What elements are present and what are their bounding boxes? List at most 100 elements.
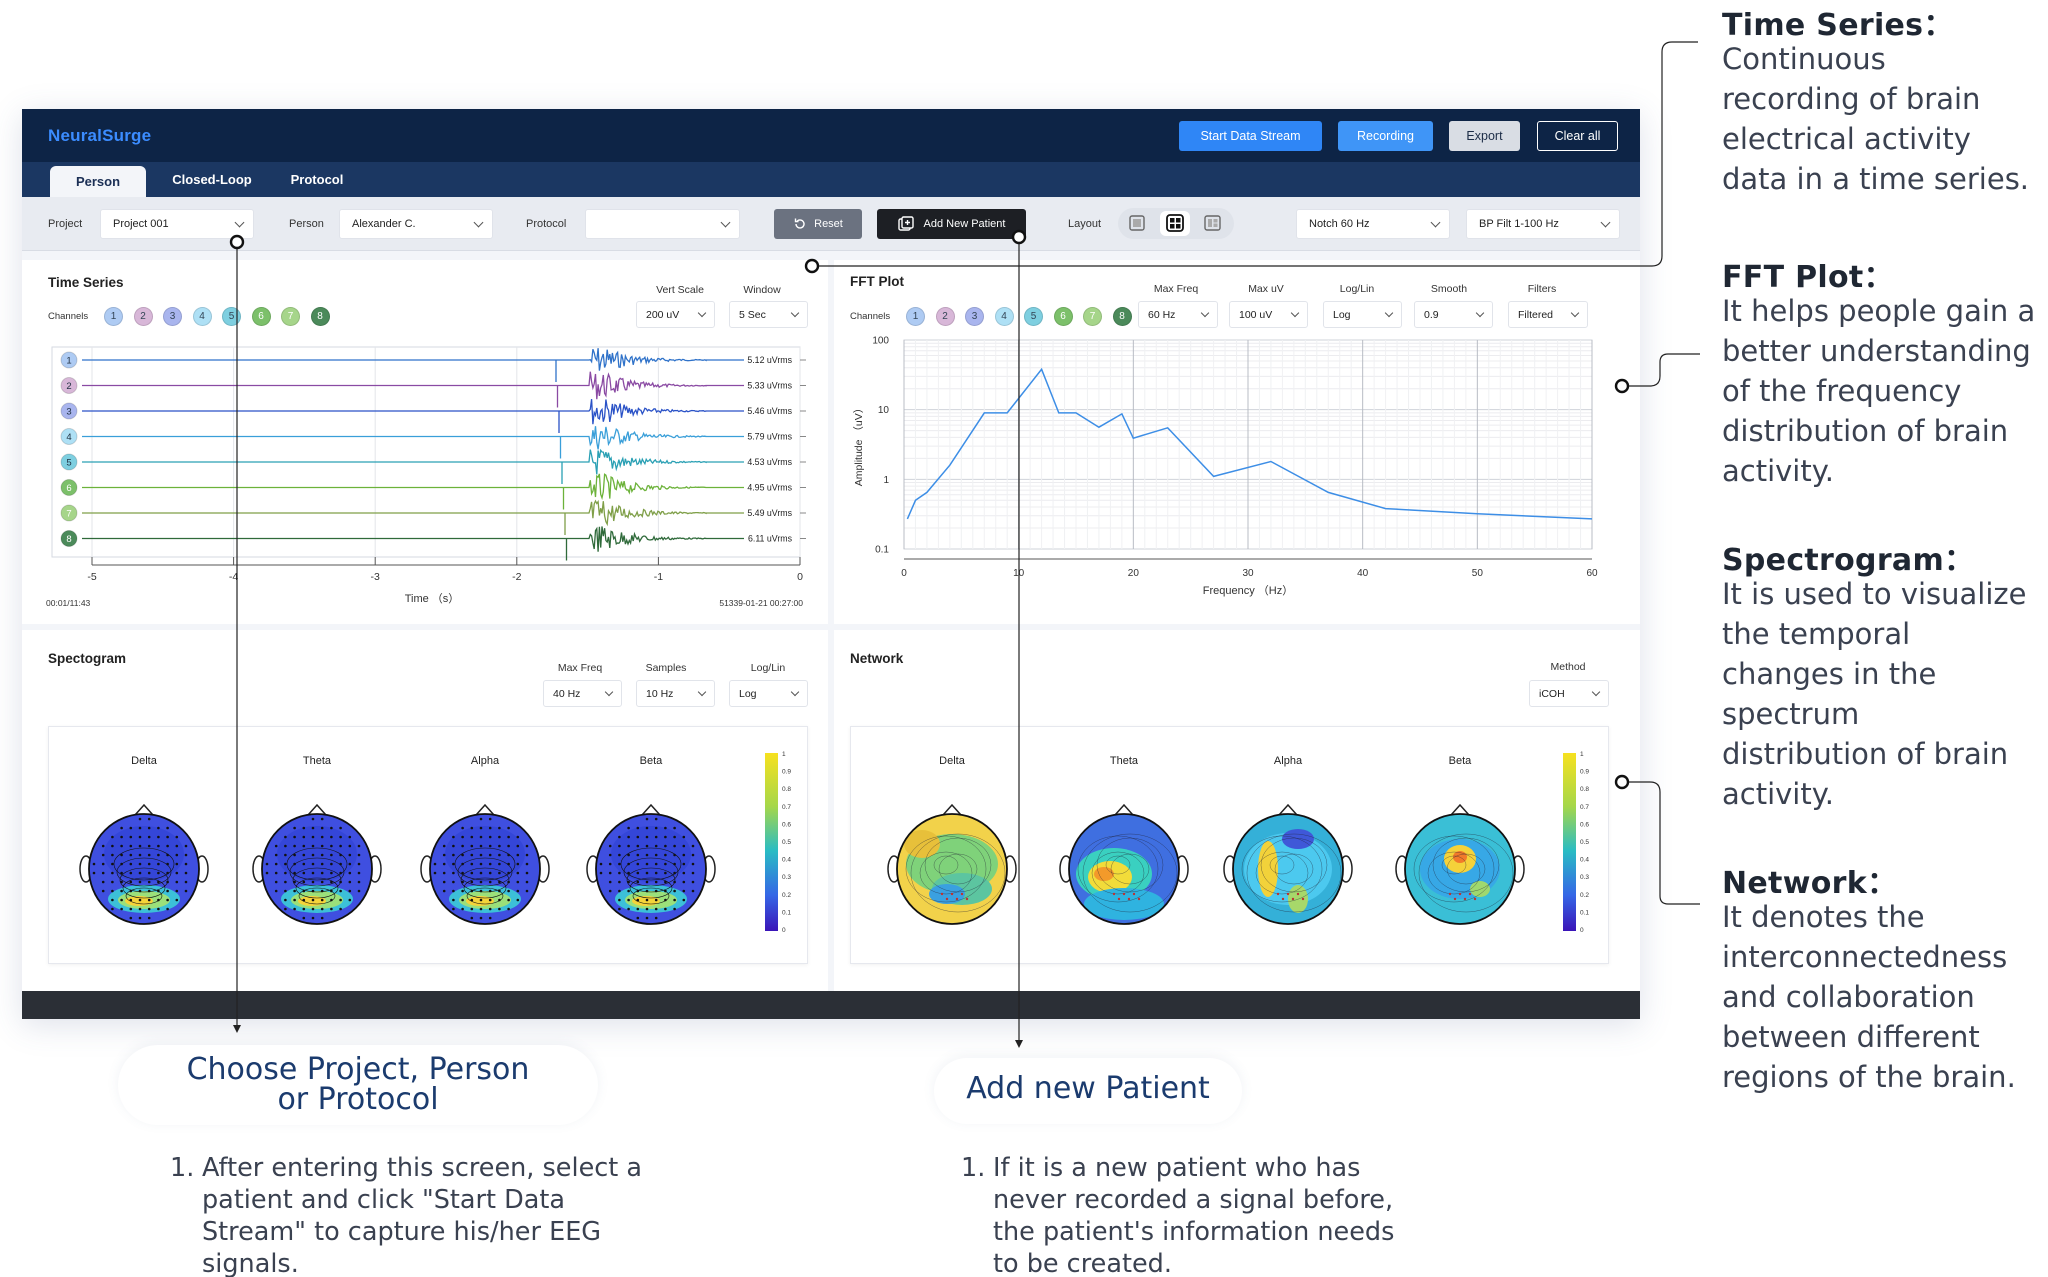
contour [626, 867, 676, 893]
tab-closed-loop[interactable]: Closed-Loop [172, 172, 252, 187]
reset-button[interactable]: Reset [774, 209, 862, 239]
channel-toggle-3[interactable]: 3 [163, 307, 182, 326]
electrode [618, 844, 621, 848]
fft-smooth-select[interactable]: 0.9 [1414, 301, 1493, 328]
vert-scale-select[interactable]: 200 uV [636, 301, 715, 328]
electrode [470, 907, 474, 911]
electrode [1448, 892, 1452, 896]
channel-toggle-5[interactable]: 5 [1024, 307, 1043, 326]
channel-toggle-1[interactable]: 1 [906, 307, 925, 326]
contour [1110, 853, 1150, 885]
blob [1094, 867, 1114, 881]
window-select[interactable]: 5 Sec [729, 301, 808, 328]
channel-toggle-6[interactable]: 6 [251, 307, 271, 326]
y-tick-label: 10 [878, 405, 890, 416]
channel-badge-circle [60, 428, 78, 445]
time-series-desc: Continuous recording of brain electrical a… [1722, 39, 2042, 199]
electrode [157, 907, 160, 911]
clear-all-button[interactable]: Clear all [1537, 121, 1618, 151]
electrode [461, 898, 464, 902]
contour [113, 847, 175, 881]
sp-loglin-select[interactable]: Log [729, 680, 808, 707]
tab-person[interactable]: Person [50, 166, 146, 197]
add-new-patient-button[interactable]: Add New Patient [877, 209, 1026, 239]
channel-toggle-8[interactable]: 8 [1112, 307, 1132, 326]
channel-toggle-3[interactable]: 3 [965, 307, 984, 326]
electrode [311, 916, 315, 920]
electrode [960, 892, 964, 896]
x-tick-label: 40 [1357, 568, 1369, 579]
contour [119, 867, 169, 893]
channel-toggle-6[interactable]: 6 [1053, 307, 1073, 326]
channel-toggle-2[interactable]: 2 [935, 307, 955, 326]
contour [1241, 835, 1323, 903]
topomap-fill [430, 814, 540, 924]
fft-loglin-select[interactable]: Log [1323, 301, 1402, 328]
fft-maxfreq-select[interactable]: 60 Hz [1138, 301, 1218, 328]
electrode [311, 817, 315, 821]
electrode [507, 835, 510, 839]
fft-channels-label: Channels [850, 311, 891, 322]
contour [125, 887, 163, 905]
recording-button[interactable]: Recording [1338, 121, 1433, 151]
network-panel: Network Method iCOH Delta Theta Alpha Beta 1… [834, 630, 1640, 991]
electrode [498, 898, 501, 902]
channel-toggle-7[interactable]: 7 [281, 307, 300, 326]
layout-single-icon[interactable] [1126, 213, 1148, 234]
electrode [302, 826, 306, 830]
sp-samples-select[interactable]: 10 Hz [636, 680, 715, 707]
electrode [129, 826, 133, 830]
layout-split-icon[interactable] [1202, 213, 1224, 234]
sp-maxfreq-select[interactable]: 40 Hz [543, 680, 622, 707]
electrode [442, 889, 446, 893]
electrode [166, 862, 169, 866]
electrode [470, 835, 474, 839]
fft-filters-select[interactable]: Filtered [1508, 301, 1588, 328]
electrode [111, 898, 114, 902]
export-button[interactable]: Export [1449, 121, 1520, 151]
electrode [129, 898, 133, 902]
project-select[interactable]: Project 001 [100, 209, 254, 239]
layout-grid-icon[interactable] [1160, 211, 1190, 236]
channel-rms-4: 5.79 uVrms [747, 432, 792, 442]
electrode [92, 871, 96, 875]
channel-toggle-5[interactable]: 5 [222, 307, 241, 326]
electrode [645, 826, 649, 830]
channel-toggle-4[interactable]: 4 [192, 307, 212, 326]
add-patient-icon [897, 216, 914, 231]
electrode [120, 853, 123, 857]
channel-toggle-1[interactable]: 1 [104, 307, 123, 326]
electrode [348, 835, 352, 839]
channel-toggle-4[interactable]: 4 [994, 307, 1014, 326]
electrode [682, 898, 686, 902]
electrode [498, 826, 501, 830]
channel-toggle-7[interactable]: 7 [1083, 307, 1102, 326]
channel-badge: 5 [60, 453, 78, 471]
channel-toggle-2[interactable]: 2 [133, 307, 153, 326]
add-patient-callout: Add new Patient [934, 1058, 1242, 1124]
start-data-stream-button[interactable]: Start Data Stream [1179, 121, 1322, 151]
electrode [348, 862, 352, 866]
electrode [673, 835, 676, 839]
method-select[interactable]: iCOH [1529, 680, 1609, 707]
electrode [645, 880, 649, 884]
person-select[interactable]: Alexander C. [339, 209, 493, 239]
electrode [1132, 892, 1136, 896]
blob [904, 830, 940, 858]
note-line: After entering this screen, select a [202, 1153, 643, 1183]
electrode [1453, 897, 1457, 901]
field [611, 826, 691, 882]
notch-filter-select[interactable]: Notch 60 Hz [1296, 209, 1450, 239]
protocol-select[interactable] [585, 209, 740, 239]
tab-protocol[interactable]: Protocol [290, 172, 344, 187]
blob [1084, 888, 1164, 920]
electrode [284, 889, 287, 893]
electrode [525, 853, 529, 857]
bandpass-filter-select[interactable]: BP Filt 1-100 Hz [1466, 209, 1620, 239]
fft-maxuv-select[interactable]: 100 uV [1229, 301, 1308, 328]
contour [457, 857, 513, 887]
electrode [479, 898, 483, 902]
channel-toggle-8[interactable]: 8 [310, 307, 330, 326]
electrode [330, 853, 333, 857]
electrode [664, 889, 667, 893]
